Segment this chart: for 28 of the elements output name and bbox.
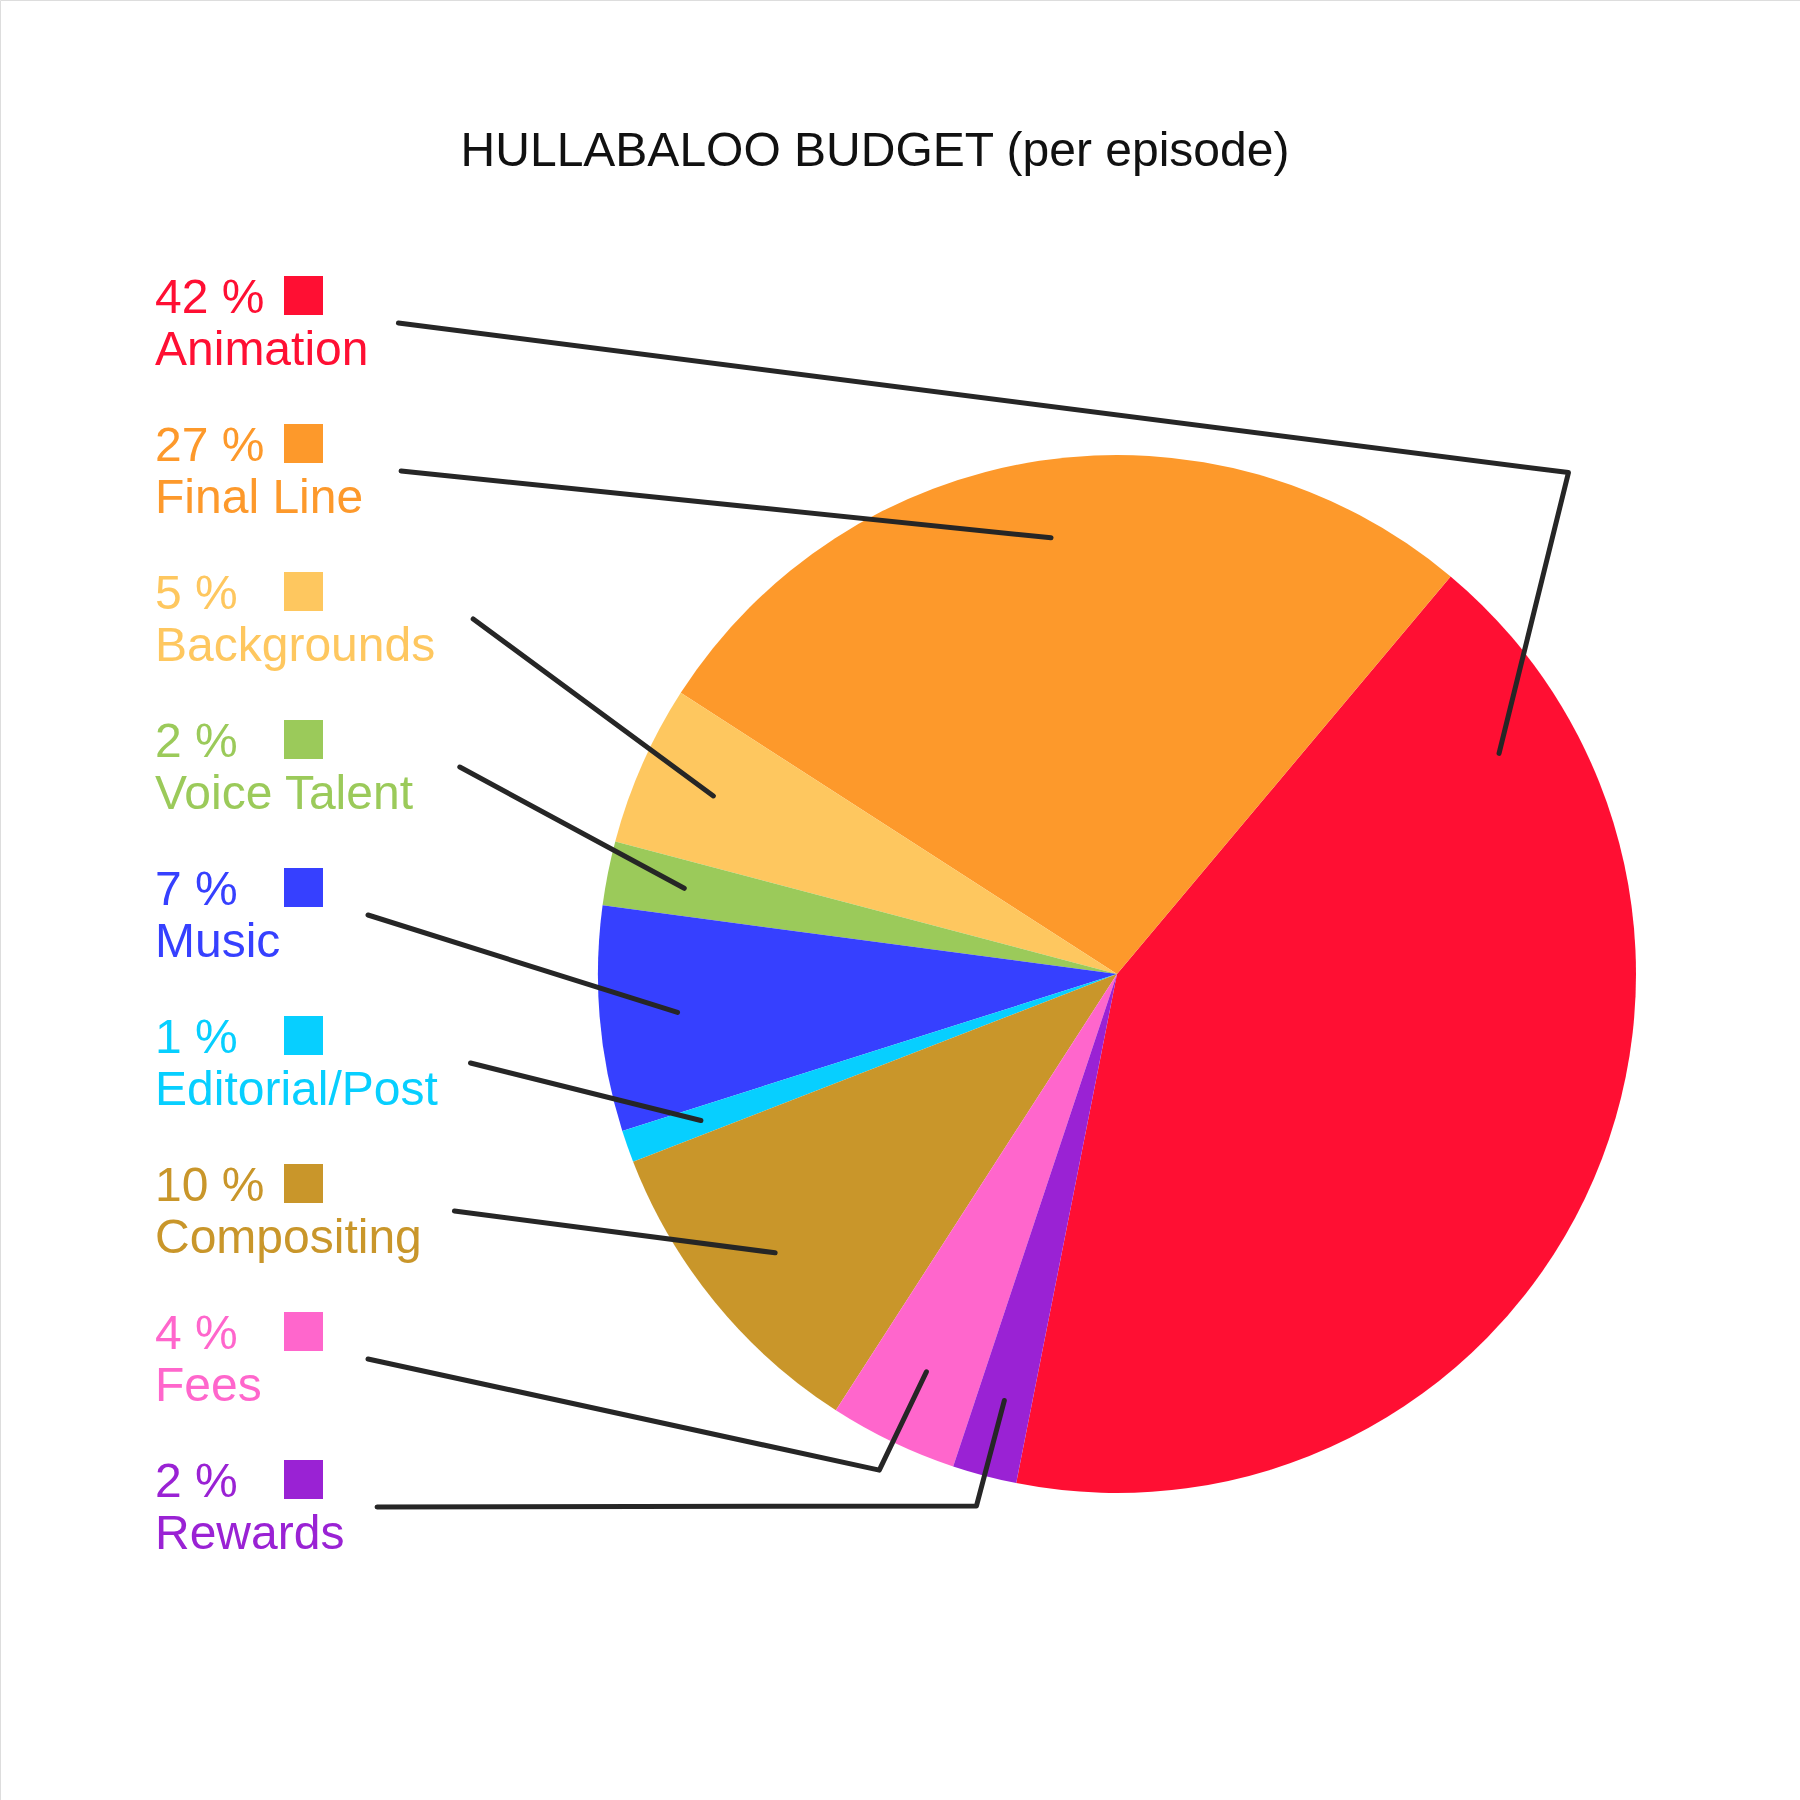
- pie-slice: [835, 974, 1117, 1467]
- pie-slice: [602, 841, 1117, 974]
- legend-label: Compositing: [155, 1210, 422, 1263]
- pie-slice: [633, 974, 1117, 1411]
- legend-label: Rewards: [155, 1506, 345, 1559]
- pie-slice: [953, 974, 1117, 1484]
- pie-slice: [680, 455, 1451, 974]
- pie-slice: [598, 905, 1117, 1131]
- data-label: 27 %: [155, 418, 265, 471]
- legend-label: Backgrounds: [155, 618, 436, 671]
- data-label: 42 %: [155, 270, 265, 323]
- data-label: 7 %: [155, 862, 238, 915]
- pie-slice: [615, 692, 1117, 974]
- data-label: 10 %: [155, 1158, 265, 1211]
- legend-label: Editorial/Post: [155, 1062, 438, 1115]
- data-label: 4 %: [155, 1306, 238, 1359]
- data-label: 5 %: [155, 566, 238, 619]
- legend-label: Final Line: [155, 470, 364, 523]
- chart-title: HULLABALOO BUDGET (per episode): [460, 123, 1290, 176]
- legend-label: Music: [155, 914, 281, 967]
- pie-slice: [1016, 576, 1636, 1493]
- pie-slice: [622, 974, 1117, 1162]
- data-label: 1 %: [155, 1010, 238, 1063]
- legend-label: Voice Talent: [155, 766, 413, 819]
- data-label: 2 %: [155, 714, 238, 767]
- legend-label: Fees: [155, 1358, 262, 1411]
- data-label: 2 %: [155, 1454, 238, 1507]
- legend-label: Animation: [155, 322, 369, 375]
